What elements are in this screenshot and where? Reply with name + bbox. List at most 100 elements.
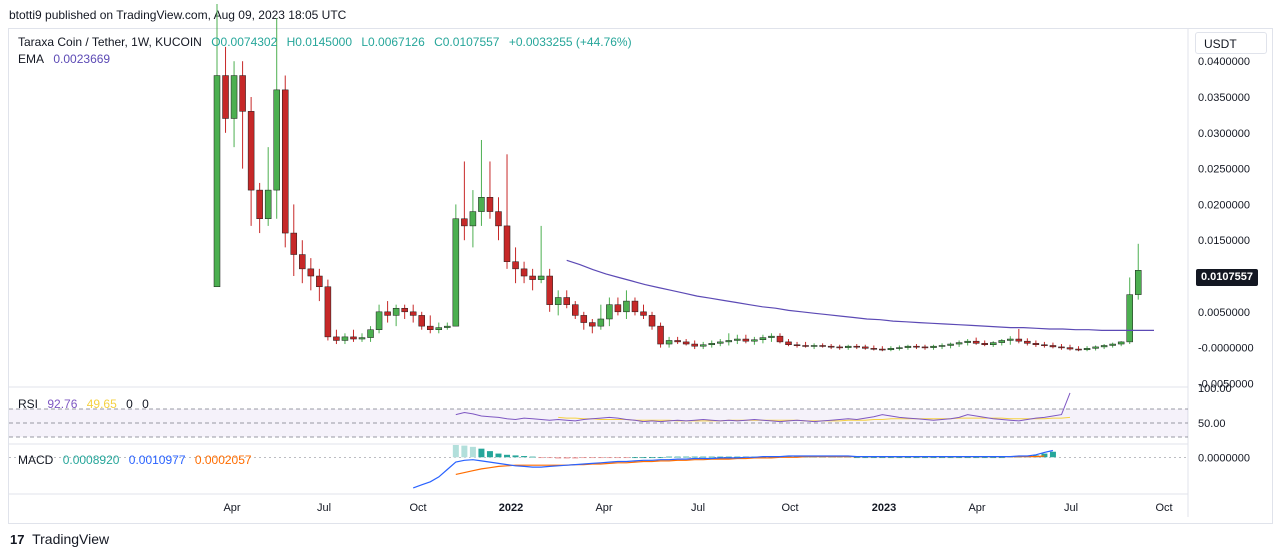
candle-body [478, 197, 485, 212]
x-tick-label: 2023 [872, 502, 896, 514]
macd-histogram-bar [998, 457, 1005, 459]
rsi-tick-label: 50.00 [1198, 418, 1226, 430]
candle-body [631, 300, 639, 313]
macd-histogram-bar [580, 457, 587, 459]
candle-body [913, 345, 920, 348]
candle-body [580, 315, 588, 323]
symbol-name[interactable]: Taraxa Coin / Tether, 1W, KUCOIN [18, 35, 202, 49]
candle-body [682, 341, 690, 345]
candle-body [853, 345, 860, 348]
macd-histogram-bar [921, 457, 928, 459]
macd-histogram-bar [956, 457, 963, 459]
macd-histogram-bar [904, 457, 911, 459]
macd-histogram-bar [896, 457, 903, 459]
candle-body [247, 111, 255, 191]
footer-brand[interactable]: 17 TradingView [10, 531, 109, 547]
candle-body [844, 345, 852, 348]
candle-body [503, 225, 511, 262]
candle-body [230, 75, 238, 119]
candle-body [299, 254, 306, 270]
macd-histogram-bar [1041, 453, 1048, 458]
macd-histogram-bar [717, 456, 724, 458]
candle-body [1007, 338, 1014, 341]
candle-body [409, 311, 417, 316]
candle-body [1134, 270, 1142, 295]
rsi-value: 92.76 [47, 397, 78, 411]
macd-histogram-bar [555, 457, 562, 459]
macd-label[interactable]: MACD [18, 453, 54, 467]
y-tick-label: 0.0350000 [1198, 92, 1250, 104]
candle-body [1075, 348, 1082, 351]
candle-body [461, 218, 468, 227]
candle-body [930, 345, 937, 348]
macd-histogram-bar [930, 457, 937, 459]
candle-body [452, 218, 460, 327]
candle-body [1058, 346, 1065, 349]
candle-body [870, 348, 878, 350]
candle-body [529, 275, 536, 280]
rsi-tick-label: 100.00 [1198, 383, 1232, 395]
rsi-extra-1: 0 [126, 397, 133, 411]
candle-body [350, 336, 357, 340]
macd-histogram-bar [572, 457, 579, 459]
candle-body [623, 300, 630, 313]
ema-label[interactable]: EMA [18, 52, 45, 66]
macd-histogram-bar [862, 457, 869, 459]
candle-body [281, 89, 289, 234]
candle-body [495, 211, 502, 227]
candle-body [904, 345, 912, 348]
candle-body [546, 275, 553, 305]
candle-body [776, 335, 784, 343]
macd-histogram-bar [734, 456, 741, 458]
candle-body [1100, 345, 1108, 348]
candle-body [699, 344, 707, 347]
candle-body [537, 275, 545, 280]
macd-histogram-bar [538, 457, 545, 459]
y-tick-label: 0.0200000 [1198, 199, 1250, 211]
candle-body [358, 337, 366, 340]
macd-histogram-bar [495, 453, 502, 458]
macd-histogram-bar [589, 457, 596, 459]
candle-body [614, 304, 622, 313]
candle-body [486, 197, 494, 212]
candle-body [989, 342, 997, 346]
macd-histogram-bar [973, 457, 980, 459]
rsi-label[interactable]: RSI [18, 397, 39, 411]
y-tick-label: 0.0150000 [1198, 235, 1250, 247]
macd-histogram-bar [939, 457, 946, 459]
candle-body [734, 338, 741, 341]
tradingview-text: TradingView [32, 531, 110, 547]
rsi-ma-value: 49.65 [86, 397, 117, 411]
candle-body [742, 338, 750, 342]
candle-body [512, 261, 519, 270]
macd-histogram-bar [478, 448, 485, 458]
candle-body [972, 340, 980, 344]
macd-histogram-bar [521, 456, 528, 458]
x-tick-label: Apr [223, 502, 240, 514]
macd-hist-value: 0.0008920 [62, 453, 120, 467]
macd-histogram-bar [529, 456, 536, 458]
candle-body [640, 311, 647, 316]
candle-body [947, 343, 954, 346]
candle-body [862, 346, 869, 349]
candle-body [418, 315, 425, 327]
candle-body [887, 348, 895, 351]
price-change: +0.0033255 (+44.76%) [508, 35, 632, 49]
candle-body [316, 275, 323, 288]
chart-frame [8, 28, 1273, 524]
macd-line-value: 0.0010977 [128, 453, 186, 467]
ohlc-high: H0.0145000 [286, 35, 352, 49]
ema-legend: EMA 0.0023669 [18, 52, 116, 66]
currency-button[interactable]: USDT [1195, 32, 1267, 54]
macd-histogram-bar [614, 457, 621, 459]
macd-histogram-bar [512, 455, 519, 458]
candle-body [307, 268, 315, 277]
y-tick-label: 0.0400000 [1198, 56, 1250, 68]
y-tick-label: -0.0050000 [1198, 378, 1254, 390]
candle-body [955, 342, 963, 345]
tradingview-logo-icon: 17 [10, 532, 25, 547]
macd-histogram-bar [640, 457, 647, 459]
candle-body [469, 211, 477, 227]
candle-body [793, 344, 801, 347]
